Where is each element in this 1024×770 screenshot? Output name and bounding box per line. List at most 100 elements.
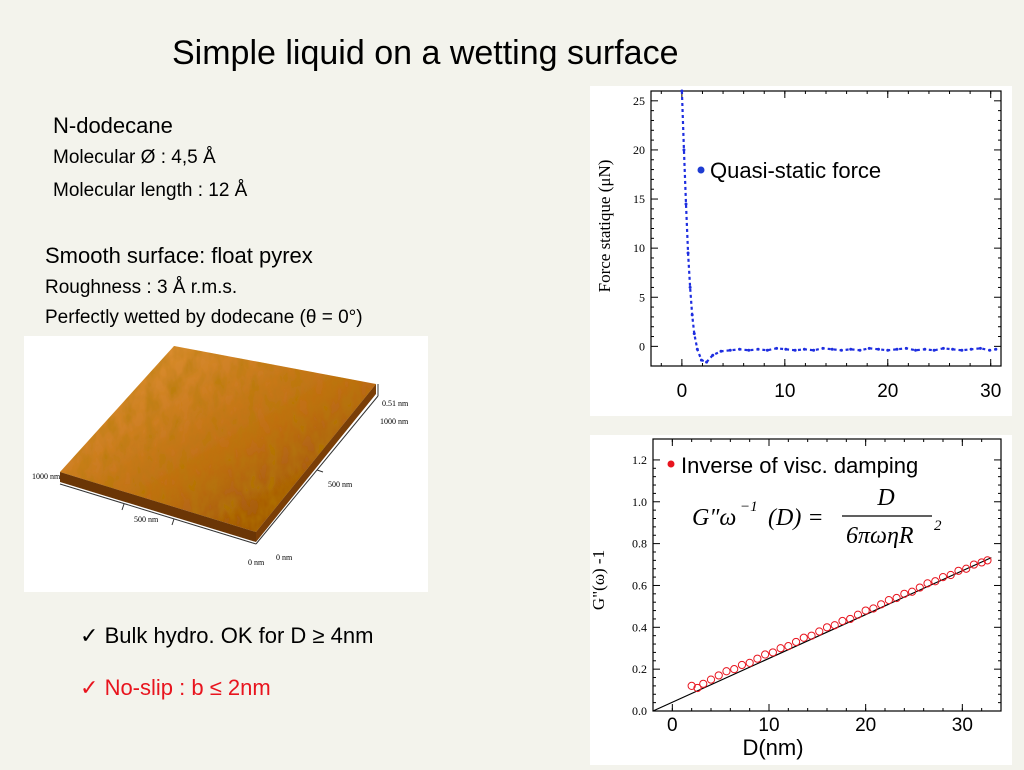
afm-surface-image: 0.51 nm 1000 nm 1000 nm 500 nm 500 nm 0 … (24, 336, 428, 592)
force-data-point (914, 348, 918, 352)
force-data-point (719, 349, 723, 353)
damping-data-point (768, 648, 777, 657)
afm-label-y-mid: 500 nm (328, 480, 353, 489)
force-chart-xtick-label: 0 (677, 381, 688, 402)
afm-label-y-zero: 0 nm (276, 553, 293, 562)
damping-data-point (954, 566, 963, 575)
damping-chart-ytick-label: 0.6 (632, 578, 647, 592)
damping-chart-xtick-label: 0 (667, 715, 678, 736)
damping-data-point (907, 587, 917, 596)
damping-data-point (737, 660, 747, 670)
force-legend-label: Quasi-static force (710, 158, 881, 183)
force-data-point (812, 348, 816, 352)
force-chart-xtick-label: 20 (877, 381, 898, 402)
damping-chart-xtick-label: 20 (855, 715, 876, 736)
force-data-point (988, 348, 992, 352)
conclusion-bulk-hydro: ✓ Bulk hydro. OK for D ≥ 4nm (80, 623, 373, 649)
damping-chart-ytick-label: 0.2 (632, 662, 647, 676)
force-data-point (747, 348, 751, 352)
force-chart-ytick-label: 0 (639, 339, 645, 353)
force-legend-bullet (697, 166, 705, 174)
check-icon: ✓ (80, 623, 99, 648)
afm-label-y-max: 1000 nm (380, 417, 409, 426)
damping-chart-ytick-label: 1.2 (632, 453, 647, 467)
damping-data-point (861, 606, 870, 615)
damping-chart-ytick-label: 0.4 (632, 620, 647, 634)
force-data-point (684, 202, 688, 206)
force-data-point (904, 346, 908, 350)
force-data-point (688, 285, 692, 289)
damping-data-point (983, 556, 992, 565)
damping-data-point (923, 579, 932, 588)
damping-chart-svg: 0.00.20.40.60.81.01.20 10 20 30 G"(ω) -1 D(… (589, 438, 1002, 760)
force-chart: 0 5 10 15 20 25 0 10 20 30 Force statique (μN) Qu… (590, 86, 1012, 416)
damping-data-point (693, 683, 702, 693)
damping-data-point (807, 631, 816, 640)
force-data-point (680, 89, 684, 93)
damping-data-point (838, 616, 847, 626)
damping-data-point (869, 604, 878, 613)
damping-data-point (892, 593, 901, 603)
force-data-point (756, 347, 760, 351)
damping-data-point (730, 665, 739, 674)
force-chart-y-label: Force statique (μN) (595, 160, 614, 293)
force-data-point (821, 346, 825, 350)
force-data-point (858, 348, 862, 352)
damping-chart-xtick-label: 30 (952, 715, 973, 736)
damping-chart-xtick-label: 10 (758, 715, 779, 736)
force-chart-ytick-label: 20 (633, 143, 645, 157)
damping-data-point (969, 560, 979, 569)
damping-chart-y-label: G"(ω) -1 (590, 550, 608, 610)
conclusion-text: No-slip : b ≤ 2nm (104, 675, 271, 700)
force-data-point (711, 353, 715, 357)
force-data-point (695, 347, 699, 351)
damping-data-point (877, 600, 886, 609)
damping-data-point (931, 577, 940, 586)
force-data-point (867, 346, 871, 350)
force-data-point (765, 348, 769, 352)
liquid-name: N-dodecane (53, 113, 173, 138)
afm-label-z-max: 0.51 nm (382, 399, 409, 408)
force-data-point (690, 313, 694, 317)
damping-data-point (706, 675, 716, 684)
afm-label-x-mid: 500 nm (134, 515, 159, 524)
afm-surface-edge-left (60, 472, 256, 542)
force-data-point (941, 346, 945, 350)
check-icon: ✓ (80, 675, 99, 700)
force-chart-ytick-label: 25 (633, 94, 645, 108)
force-data-point (686, 251, 690, 255)
force-chart-ytick-label: 5 (639, 290, 645, 304)
damping-formula: G″ω −1 (D) = D 6πωηR 2 (692, 485, 942, 549)
damping-chart-ytick-label: 1.0 (632, 495, 647, 509)
damping-data-point (815, 627, 824, 636)
conclusion-no-slip: ✓ No-slip : b ≤ 2nm (80, 675, 271, 701)
surface-name: Smooth surface: float pyrex (45, 243, 313, 268)
formula-denominator: 6πωηR (846, 523, 914, 549)
force-data-point (830, 347, 834, 351)
surface-roughness: Roughness : 3 Å r.m.s. (45, 277, 238, 298)
force-data-point (692, 332, 696, 336)
force-data-point (994, 347, 998, 351)
afm-axes (59, 384, 379, 545)
force-data-point (886, 348, 890, 352)
afm-label-x-zero: 0 nm (248, 558, 265, 567)
damping-chart-ytick-label: 0.0 (632, 704, 647, 718)
afm-surface-edge-right (256, 384, 376, 542)
force-data-point (978, 346, 982, 350)
damping-data-point (687, 681, 696, 690)
force-chart-xtick-label: 10 (774, 381, 795, 402)
afm-surface-svg: 0.51 nm 1000 nm 1000 nm 500 nm 500 nm 0 … (32, 346, 409, 567)
damping-chart-plot-frame (652, 438, 1002, 712)
force-chart-xtick-label: 30 (980, 381, 1001, 402)
force-data-point (728, 348, 732, 352)
damping-data-point (699, 679, 708, 688)
force-data-point (802, 347, 806, 351)
damping-data-point (745, 658, 754, 667)
force-data-point (932, 348, 936, 352)
formula-numerator: D (876, 485, 894, 511)
slide-title: Simple liquid on a wetting surface (172, 34, 679, 72)
damping-data-point (846, 614, 855, 624)
force-data-point (923, 347, 927, 351)
force-data-point (784, 347, 788, 351)
damping-data-point (784, 642, 793, 651)
